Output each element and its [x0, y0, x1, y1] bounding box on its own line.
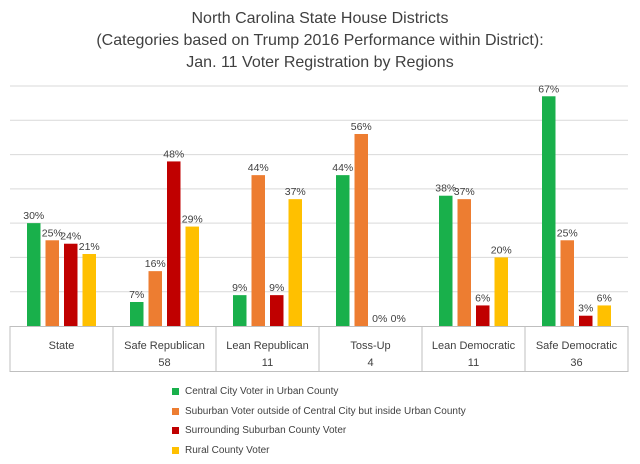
- data-label: 3%: [578, 303, 593, 315]
- data-label: 7%: [129, 289, 144, 301]
- data-label: 0%: [372, 313, 387, 325]
- bar: [270, 295, 284, 326]
- legend-swatch-surrounding-suburban: [172, 427, 179, 435]
- bar: [27, 223, 41, 326]
- bar: [64, 243, 78, 326]
- district-count-label: 58: [158, 357, 170, 369]
- bar: [354, 134, 368, 326]
- bar: [597, 305, 611, 326]
- district-count-label: 4: [367, 357, 373, 369]
- bar: [494, 257, 508, 326]
- bar: [439, 195, 453, 326]
- data-label: 30%: [23, 210, 44, 222]
- data-label: 21%: [79, 241, 100, 253]
- data-label: 25%: [42, 227, 63, 239]
- bar: [233, 295, 247, 326]
- data-label: 24%: [60, 231, 81, 243]
- data-label: 44%: [332, 162, 353, 174]
- bar: [130, 302, 144, 326]
- category-label: Lean Democratic: [432, 340, 516, 352]
- district-count-label: 36: [570, 357, 582, 369]
- legend-item: Suburban Voter outside of Central City b…: [172, 402, 466, 422]
- legend-swatch-rural: [172, 446, 179, 454]
- bar: [251, 175, 265, 326]
- legend-item: Rural County Voter: [172, 441, 466, 461]
- data-label: 6%: [475, 292, 490, 304]
- category-label: Toss-Up: [350, 340, 390, 352]
- data-label: 37%: [454, 186, 475, 198]
- bar: [82, 254, 96, 326]
- bar: [336, 175, 350, 326]
- legend-label-rural: Rural County Voter: [185, 444, 270, 456]
- legend-swatch-suburban-urban: [172, 407, 179, 415]
- bar: [476, 305, 490, 326]
- bar: [167, 161, 181, 326]
- district-count-label: 11: [262, 357, 273, 369]
- legend: Central City Voter in Urban County Subur…: [172, 382, 466, 460]
- data-label: 56%: [351, 121, 372, 133]
- bar: [45, 240, 59, 326]
- chart-title-line-1: North Carolina State House Districts: [191, 10, 449, 27]
- bar: [560, 240, 574, 326]
- data-label: 6%: [597, 292, 612, 304]
- data-label: 67%: [538, 83, 559, 95]
- legend-item: Surrounding Suburban County Voter: [172, 421, 466, 441]
- bar: [185, 226, 199, 326]
- legend-label-central-city: Central City Voter in Urban County: [185, 386, 339, 398]
- data-label: 9%: [232, 282, 247, 294]
- data-label: 20%: [491, 244, 512, 256]
- data-label: 38%: [435, 183, 456, 195]
- data-label: 29%: [182, 214, 203, 226]
- category-label: Lean Republican: [226, 340, 309, 352]
- legend-label-suburban-urban: Suburban Voter outside of Central City b…: [185, 405, 466, 417]
- data-label: 0%: [391, 313, 406, 325]
- data-label: 25%: [557, 227, 578, 239]
- data-label: 16%: [145, 258, 166, 270]
- legend-label-surrounding-suburban: Surrounding Suburban County Voter: [185, 425, 347, 437]
- bar: [148, 271, 162, 326]
- bar: [579, 315, 593, 326]
- bar: [457, 199, 471, 326]
- category-label: Safe Republican: [124, 340, 205, 352]
- district-count-label: 11: [468, 357, 479, 369]
- data-label: 9%: [269, 282, 284, 294]
- chart-title-line-3: Jan. 11 Voter Registration by Regions: [186, 54, 454, 71]
- data-label: 37%: [285, 186, 306, 198]
- bar: [288, 199, 302, 326]
- legend-item: Central City Voter in Urban County: [172, 382, 466, 402]
- bar: [542, 96, 556, 327]
- legend-swatch-central-city: [172, 388, 179, 396]
- category-label: State: [49, 340, 75, 352]
- category-label: Safe Democratic: [536, 340, 618, 352]
- data-label: 48%: [163, 148, 184, 160]
- chart-title-line-2: (Categories based on Trump 2016 Performa…: [96, 32, 544, 49]
- data-label: 44%: [248, 162, 269, 174]
